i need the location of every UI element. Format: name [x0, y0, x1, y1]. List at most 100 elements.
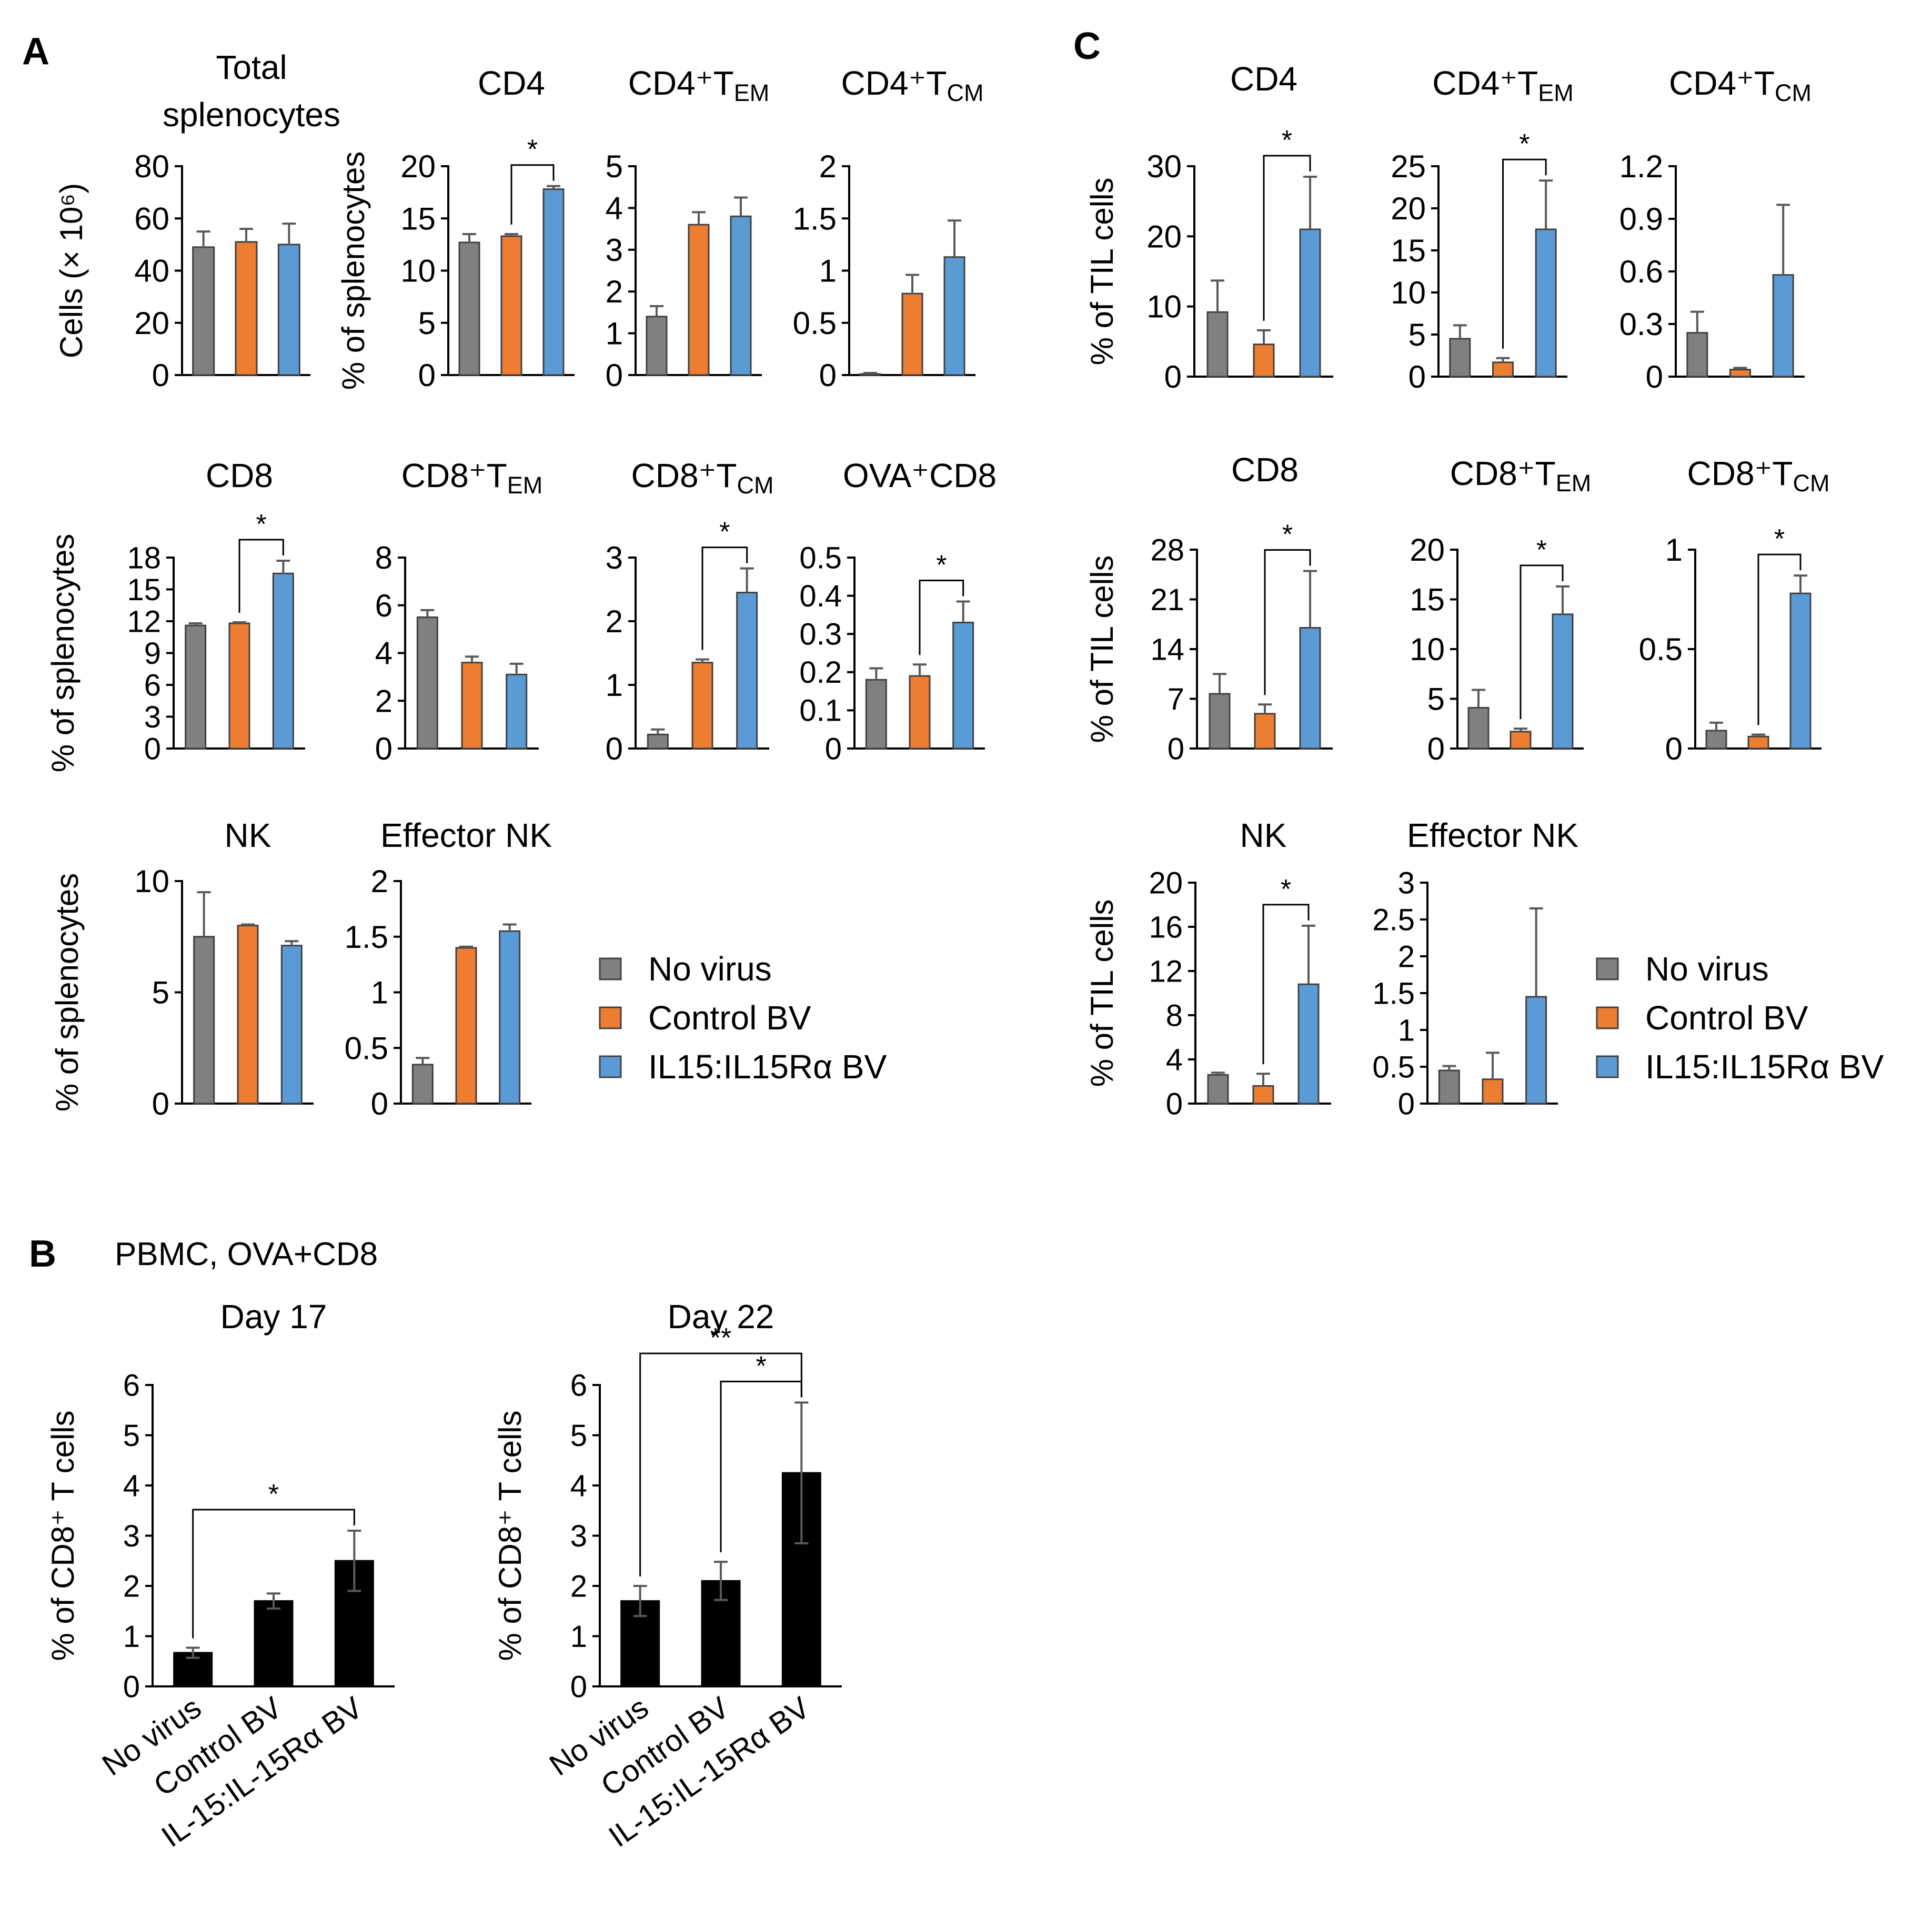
legend-a: No virus Control BV IL15:IL15Rα BV	[599, 950, 887, 1086]
a-cd4-ytick-label: 0	[418, 358, 436, 393]
b-d17-title: Day 17	[220, 1298, 327, 1336]
a-total-ytick-label: 60	[134, 201, 169, 236]
a-cd8tcm-title: CD8⁺TCM	[631, 457, 774, 499]
c-cd4tem-ytick-label: 10	[1391, 275, 1426, 310]
a-cd8tcm-bar-2	[736, 592, 758, 750]
a-cd8tcm-bar-0	[647, 733, 669, 750]
c-cd4-bar-2	[1299, 228, 1321, 378]
c-cd8-bar-2	[1299, 627, 1321, 750]
a-nk-ytick-label: 5	[152, 975, 169, 1010]
c-cd8-ytick-label: 14	[1150, 632, 1184, 666]
c-cd4tcm-ytick-label: 1.2	[1619, 149, 1663, 184]
legend-c-label-control-bv: Control BV	[1645, 999, 1808, 1037]
chart-c-cd4tcm: 0 0.3 0.6 0.9 1.2 CD4⁺TCM	[1619, 64, 1812, 395]
b-d22-ytick-label: 1	[570, 1620, 587, 1654]
chart-a-cd4tcm: 0 0.5 1 1.5 2 CD4⁺TCM	[793, 64, 984, 393]
a-cd8-title: CD8	[206, 457, 273, 494]
c-cd4tcm-bar-0	[1686, 332, 1708, 378]
a-cd8-sig-bracket-0	[238, 539, 284, 613]
c-cd8tcm-sig-bracket-0	[1757, 553, 1802, 725]
c-cd4tem-bar-1	[1492, 361, 1514, 378]
c-cd8tcm-ytick-label: 1	[1665, 532, 1683, 568]
chart-c-cd8tcm: 0 0.5 1 * CD8⁺TCM	[1639, 454, 1830, 766]
chart-c-cd8tem: 0 5 10 15 20 * CD8⁺TEM	[1410, 454, 1591, 766]
c-nk-bar-1	[1252, 1085, 1274, 1105]
a-ovacd8-ytick-label: 0.3	[799, 618, 842, 652]
b-d22-sig-bracket-0	[639, 1352, 802, 1576]
b-d17-ytick-label: 2	[123, 1569, 140, 1603]
b-d17-ylabel: % of CD8⁺ T cells	[45, 1410, 80, 1661]
c-nk-title: NK	[1240, 816, 1287, 854]
b-d22-sig-label-1: *	[756, 1351, 767, 1381]
a-effnk-ytick-label: 0.5	[345, 1030, 388, 1066]
a-cd4-ytick-label: 20	[400, 149, 436, 184]
a-cd4tcm-ytick-label: 0.5	[793, 306, 837, 341]
panel-label-a: A	[22, 31, 49, 73]
c-cd8-ytick-label: 28	[1150, 533, 1184, 567]
a-ovacd8-bar-1	[909, 675, 931, 750]
c-cd4tcm-ytick-label: 0.9	[1619, 201, 1663, 237]
c-cd4-bar-1	[1253, 343, 1275, 378]
a-cd4-title: CD4	[478, 64, 545, 102]
c-cd8-sig-label-0: *	[1282, 520, 1293, 550]
chart-a-cd8tem: 0 2 4 6 8 CD8⁺TEM	[375, 457, 543, 766]
c-cd4tem-title: CD4⁺TEM	[1432, 64, 1573, 106]
c-cd4tem-ytick-label: 0	[1408, 359, 1426, 395]
chart-a-ovacd8: 0 0.1 0.20.3 0.4 0.5 * OVA⁺CD8	[799, 457, 997, 766]
c-nk-ytick-label: 20	[1149, 866, 1183, 900]
legend-c-swatch-il15-bv	[1596, 1055, 1619, 1078]
c-cd4tcm-bar-2	[1772, 274, 1794, 378]
c-nk-sig-bracket-0	[1262, 904, 1310, 1065]
a-cd8tem-bar-0	[416, 616, 438, 750]
b-d17-ytick-label: 3	[123, 1519, 140, 1553]
c-cd4-ytick-label: 20	[1146, 219, 1182, 254]
c-cd4tem-ytick-label: 15	[1391, 233, 1426, 268]
c-effnk-bar-0	[1438, 1069, 1460, 1105]
c-cd8tcm-sig-label-0: *	[1774, 524, 1785, 554]
legend-a-label-control-bv: Control BV	[648, 999, 811, 1037]
a-total-title-line-1: splenocytes	[163, 96, 340, 134]
b-d22-ytick-label: 2	[570, 1569, 587, 1603]
c-cd4-bar-0	[1206, 311, 1229, 378]
a-cd4-bar-1	[500, 235, 522, 376]
a-cd8tcm-sig-label-0: *	[719, 517, 730, 548]
c-cd8-title: CD8	[1231, 451, 1299, 489]
c-cd4tem-bar-2	[1535, 228, 1557, 378]
a-cd4tem-ytick-label: 5	[606, 149, 623, 184]
a-ovacd8-ytick-label: 0	[825, 732, 842, 766]
c-effnk-ytick-label: 2.5	[1372, 903, 1415, 937]
c-cd8-ylabel: % of TIL cells	[1084, 555, 1120, 743]
b-d22-ytick-label: 3	[570, 1519, 587, 1553]
a-nk-bar-0	[193, 936, 215, 1105]
a-nk-ytick-label: 10	[134, 864, 169, 899]
c-cd8tem-ytick-label: 5	[1427, 682, 1445, 717]
a-effnk-bar-0	[411, 1064, 434, 1105]
b-d22-ytick-label: 0	[570, 1670, 587, 1704]
c-cd4tem-bar-0	[1449, 338, 1471, 378]
c-effnk-bar-1	[1482, 1078, 1504, 1105]
b-d17-ytick-label: 6	[123, 1368, 140, 1402]
a-ovacd8-bar-0	[865, 679, 887, 750]
a-cd8-ytick-label: 6	[144, 668, 161, 702]
panel-label-c: C	[1073, 25, 1101, 67]
a-cd8tcm-ytick-label: 1	[606, 668, 623, 703]
c-cd8tcm-bar-0	[1705, 730, 1727, 750]
c-nk-ytick-label: 4	[1166, 1043, 1183, 1077]
c-cd8tcm-title: CD8⁺TCM	[1687, 454, 1830, 497]
a-cd4tem-bar-0	[646, 316, 668, 376]
a-cd4tcm-bar-2	[943, 256, 965, 376]
c-cd8-bar-1	[1254, 713, 1276, 750]
a-nk-bar-2	[280, 945, 303, 1105]
c-nk-sig-label-0: *	[1281, 874, 1291, 905]
c-nk-ytick-label: 16	[1149, 910, 1183, 944]
c-cd4tem-ytick-label: 20	[1391, 191, 1426, 226]
c-effnk-title: Effector NK	[1407, 816, 1578, 854]
a-total-title-line-0: Total	[216, 48, 287, 86]
a-effnk-bar-2	[499, 930, 521, 1105]
a-cd8-ytick-label: 9	[144, 636, 161, 671]
legend-c-label-no-virus: No virus	[1645, 950, 1769, 988]
a-cd4-ytick-label: 5	[418, 306, 436, 341]
a-ovacd8-ytick-label: 0.1	[799, 694, 842, 728]
a-ovacd8-sig-bracket-0	[919, 579, 964, 655]
